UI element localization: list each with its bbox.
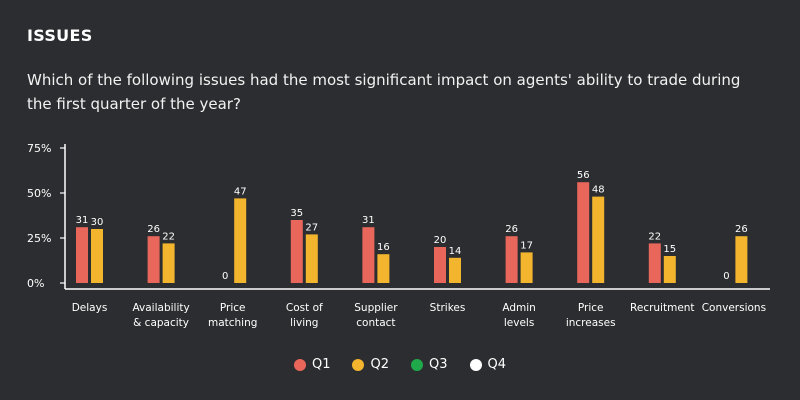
chart-legend: Q1 Q2 Q3 Q4: [0, 357, 800, 372]
data-label: 31: [362, 215, 375, 226]
y-tick-label: 50%: [27, 187, 51, 200]
bar-q2: [735, 236, 748, 283]
bar-q1: [577, 182, 590, 283]
data-label: 15: [663, 244, 676, 255]
bar-q2: [305, 234, 318, 283]
legend-label: Q2: [370, 357, 389, 372]
category-label: Availability & capacity: [132, 302, 189, 329]
category-label: Price matching: [208, 302, 257, 329]
bar-q2: [520, 252, 533, 283]
legend-item-q2: Q2: [352, 357, 389, 372]
data-label: 26: [147, 224, 160, 235]
bar-q1: [505, 236, 518, 283]
category-label: Admin levels: [502, 302, 535, 329]
data-label: 22: [648, 231, 661, 242]
data-label: 27: [305, 222, 318, 233]
bar-q1: [648, 243, 661, 283]
bar-q1: [362, 227, 375, 283]
category-label: Conversions: [702, 302, 766, 314]
data-label: 0: [723, 271, 729, 282]
bar-q1: [290, 220, 303, 283]
data-label: 14: [449, 246, 462, 257]
legend-label: Q4: [487, 357, 507, 372]
category-label: Supplier contact: [354, 302, 398, 329]
y-tick-label: 25%: [27, 232, 51, 245]
legend-label: Q1: [311, 357, 331, 372]
bar-q1: [76, 227, 88, 283]
bar-q2: [663, 256, 676, 283]
bar-q2: [91, 229, 103, 283]
y-tick-label: 75%: [27, 142, 51, 155]
y-tick-label: 0%: [27, 277, 44, 290]
section-label: ISSUES: [27, 26, 93, 45]
data-label: 26: [505, 224, 518, 235]
category-label: Recruitment: [630, 302, 695, 314]
data-label: 0: [222, 271, 228, 282]
bar-q2: [162, 243, 175, 283]
data-label: 30: [91, 217, 104, 228]
data-label: 20: [434, 235, 447, 246]
legend-swatch: [293, 358, 306, 371]
bar-q1: [434, 247, 446, 283]
legend-item-q1: Q1: [293, 357, 331, 372]
data-label: 17: [520, 240, 533, 251]
data-label: 48: [592, 185, 605, 196]
data-label: 26: [735, 224, 748, 235]
legend-swatch: [352, 358, 365, 371]
legend-swatch: [411, 358, 423, 371]
legend-item-q4: Q4: [469, 357, 507, 372]
bar-q2: [592, 196, 605, 283]
data-label: 22: [162, 231, 175, 242]
bar-q2: [377, 254, 390, 283]
legend-item-q3: Q3: [411, 357, 448, 372]
category-label: Price increases: [566, 302, 616, 329]
data-label: 31: [76, 215, 89, 226]
question-text: Which of the following issues had the mo…: [27, 71, 741, 113]
bar-q1: [147, 236, 160, 283]
bar-q2: [449, 257, 461, 283]
category-label: Cost of living: [286, 302, 323, 329]
data-label: 16: [377, 242, 390, 253]
legend-swatch: [469, 358, 482, 371]
data-label: 35: [290, 208, 303, 219]
legend-label: Q3: [429, 357, 448, 372]
data-label: 56: [577, 170, 590, 181]
category-label: Strikes: [430, 302, 466, 314]
bar-q2: [234, 198, 247, 283]
category-label: Delays: [72, 302, 108, 314]
data-label: 47: [234, 186, 247, 197]
